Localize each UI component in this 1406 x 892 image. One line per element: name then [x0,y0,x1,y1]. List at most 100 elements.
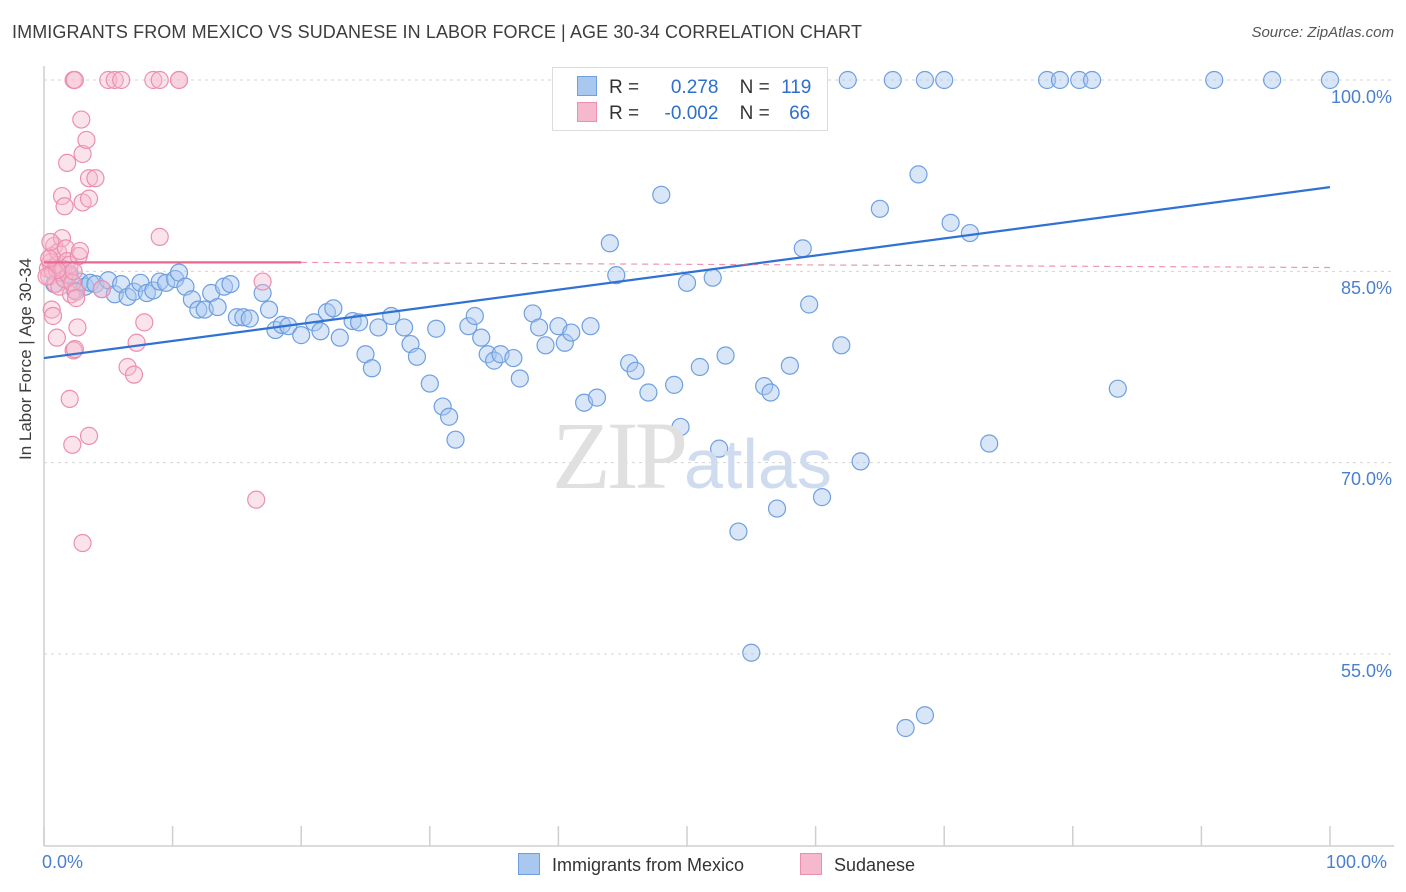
point-mexico [1082,70,1102,90]
point-sudanese [253,272,272,291]
point-mexico [626,361,645,380]
point-mexico [324,299,343,318]
point-sudanese [63,435,82,454]
legend-label-sudanese: Sudanese [834,855,916,875]
point-sudanese [70,241,90,261]
point-mexico [690,357,709,377]
point-sudanese [47,328,66,347]
point-mexico [587,388,607,407]
point-mexico [935,70,954,90]
point-sudanese [79,169,99,188]
point-sudanese [79,426,99,445]
point-mexico [915,706,935,725]
y-tick-label: 85.0% [1340,278,1392,298]
point-mexico [665,375,684,394]
point-mexico [1263,70,1282,90]
point-mexico [729,522,748,541]
point-mexico [851,452,870,471]
point-mexico [1205,70,1224,90]
point-mexico [562,323,581,342]
point-mexico [150,272,169,291]
point-sudanese [150,227,169,246]
trend-lines [43,186,1331,360]
point-mexico [555,333,574,352]
y-tick-label: 70.0% [1340,469,1392,489]
point-mexico [259,300,279,319]
point-sudanese [65,70,84,90]
point-mexico [838,70,857,90]
point-sudanese [124,365,144,384]
point-mexico [234,308,253,327]
point-mexico [980,434,999,453]
point-sudanese [67,289,86,308]
watermark-atlas: atlas [684,425,832,503]
point-mexico [581,317,600,336]
point-sudanese [247,490,266,509]
legend-r-value: 0.278 [670,77,719,98]
legend-n-label: N = [739,77,770,98]
point-mexico [459,317,478,336]
point-mexico [394,318,414,337]
legend-row-mexico: R = 0.278 N = 119 [577,76,811,100]
x-tick-label: 100.0% [1326,852,1388,872]
point-mexico [780,356,799,375]
legend-swatch-pink [800,853,822,875]
point-sudanese [60,389,79,408]
point-sudanese [169,70,189,90]
point-mexico [446,430,465,449]
point-sudanese [52,229,72,248]
point-mexico [652,185,671,204]
point-sudanese [77,130,96,150]
point-mexico [433,397,452,416]
point-mexico [639,383,658,402]
point-mexico [742,643,761,662]
point-sudanese [135,313,154,332]
point-sudanese [112,70,131,90]
point-mexico [407,347,427,366]
point-sudanese [127,333,146,352]
point-mexico [793,239,812,258]
point-mexico [941,213,960,232]
point-sudanese [73,144,92,164]
point-mexico [767,499,787,518]
point-mexico [703,268,722,287]
grid-lines [44,79,1394,655]
trend-line-mexico [43,186,1331,360]
source-label: Source: ZipAtlas.com [1251,24,1394,41]
point-mexico [465,306,484,326]
point-sudanese [79,189,99,208]
legend-swatch-blue [577,76,597,96]
point-mexico [330,328,349,347]
point-mexico [362,359,382,378]
point-mexico [607,266,626,285]
y-axis-label: In Labor Force | Age 30-34 [16,258,35,460]
point-sudanese [43,306,63,326]
point-mexico [349,313,369,332]
stats-legend: R = 0.278 N = 119 R = -0.002 N = 66 [552,67,828,131]
point-sudanese [63,273,82,292]
point-mexico [510,369,529,388]
point-mexico [1037,70,1057,90]
point-mexico [883,70,902,90]
point-mexico [677,273,697,292]
point-sudanese [41,232,60,252]
bottom-legend-sudanese: Sudanese [800,853,915,876]
point-mexico [536,336,555,355]
point-mexico [208,297,227,317]
point-sudanese [105,70,124,90]
point-sudanese [144,70,163,90]
point-sudanese [55,197,74,216]
point-mexico [427,319,446,338]
legend-r-value: -0.002 [664,103,719,124]
trend-line-sudanese-extension [301,261,1331,269]
chart-title: IMMIGRANTS FROM MEXICO VS SUDANESE IN LA… [12,22,863,42]
point-sudanese [58,153,77,173]
legend-r-label: R = [609,77,640,98]
legend-r-label: R = [609,103,640,124]
point-mexico [157,273,176,292]
point-mexico [1050,70,1070,90]
point-mexico [439,407,459,426]
point-mexico [124,282,144,301]
point-sudanese [68,318,87,337]
point-sudanese [92,280,111,299]
